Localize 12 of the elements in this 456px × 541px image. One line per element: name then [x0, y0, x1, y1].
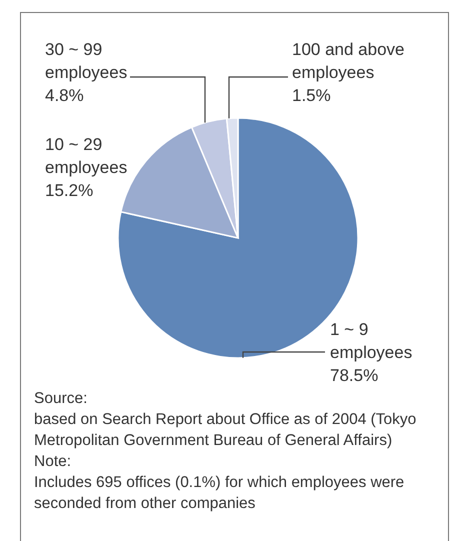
text: based on Search Report about Office as of 2004 (Tokyo Metropolitan Government Bureau of General Affairs) [34, 410, 418, 451]
data-label: 15.2% [45, 181, 94, 200]
text: Note: [34, 452, 72, 472]
source-note: Source: [34, 389, 88, 409]
slice-label: 100 and above employees [292, 40, 404, 82]
slice-label: 1 ~ 9 employees [330, 320, 412, 362]
data-label: 78.5% [330, 366, 378, 385]
data-label: 1.5% [292, 86, 331, 105]
text: Includes 695 offices (0.1%) for which employees were seconded from other companies [34, 473, 406, 514]
slice-label: 10 ~ 29 employees [45, 135, 128, 177]
slice-label: 30 ~ 99 employees [45, 40, 128, 82]
data-label: 4.8% [45, 86, 84, 105]
